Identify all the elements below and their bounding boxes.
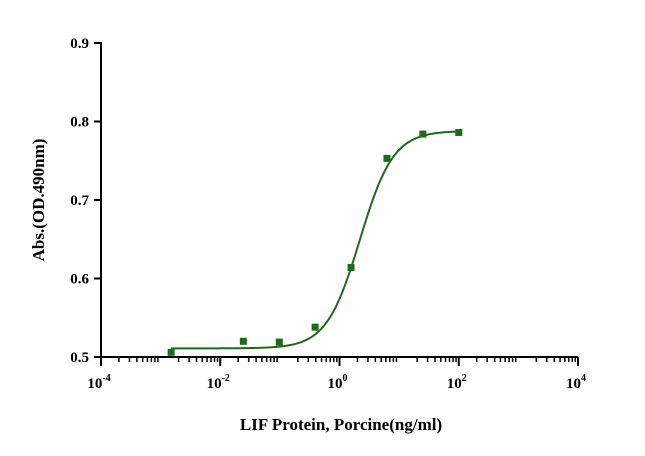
data-point	[167, 348, 175, 356]
y-tick-label: 0.5	[70, 350, 89, 366]
x-tick-label: 10-2	[207, 373, 230, 392]
axes	[94, 42, 579, 366]
data-point	[419, 130, 427, 138]
tick-labels-layer: 0.5 0.6 0.7 0.8 0.9 10-4 10-2 100 102 104	[70, 36, 586, 392]
fit-curve-layer	[171, 130, 459, 350]
y-tick-label: 0.8	[70, 115, 89, 131]
y-axis-title: Abs.(OD.490nm)	[29, 139, 48, 262]
y-tick-label: 0.9	[70, 36, 89, 52]
y-tick-label: 0.6	[70, 272, 89, 288]
data-point	[311, 323, 319, 331]
x-tick-label: 102	[447, 373, 467, 392]
x-axis-title: LIF Protein, Porcine(ng/ml)	[240, 415, 442, 434]
data-point	[455, 128, 463, 136]
data-point	[239, 337, 247, 345]
data-point	[275, 338, 283, 346]
x-tick-label: 100	[328, 373, 348, 392]
x-tick-label: 104	[566, 373, 586, 392]
data-points-layer	[167, 128, 463, 356]
y-tick-label: 0.7	[70, 193, 89, 209]
x-tick-label: 10-4	[87, 373, 110, 392]
data-point	[347, 264, 355, 272]
data-point	[383, 154, 391, 162]
fit-curve	[171, 130, 459, 350]
